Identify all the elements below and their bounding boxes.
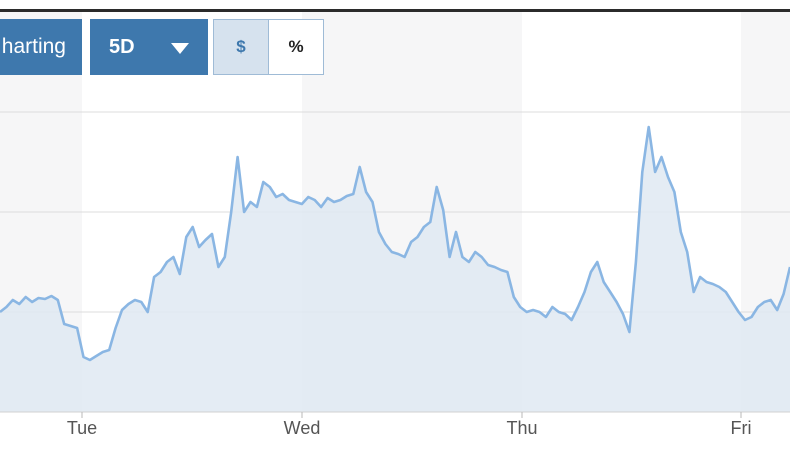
currency-toggle: $ % bbox=[213, 19, 324, 75]
x-tick-label-thu: Thu bbox=[506, 418, 538, 438]
range-dropdown[interactable]: 5D bbox=[90, 19, 208, 75]
series-area bbox=[0, 127, 790, 412]
range-dropdown-label: 5D bbox=[109, 35, 135, 58]
top-border bbox=[0, 9, 790, 12]
x-tick-label-fri: Fri bbox=[730, 418, 752, 438]
x-tick-label-wed: Wed bbox=[283, 418, 321, 438]
price-chart[interactable] bbox=[0, 12, 790, 437]
dollar-toggle-button[interactable]: $ bbox=[214, 20, 269, 74]
charting-button[interactable]: harting bbox=[0, 19, 82, 75]
series-line bbox=[0, 125, 790, 362]
chevron-down-icon bbox=[171, 43, 189, 54]
percent-toggle-button[interactable]: % bbox=[288, 37, 304, 56]
charting-button-label: harting bbox=[1, 35, 66, 58]
x-tick-label-tue: Tue bbox=[66, 418, 98, 438]
